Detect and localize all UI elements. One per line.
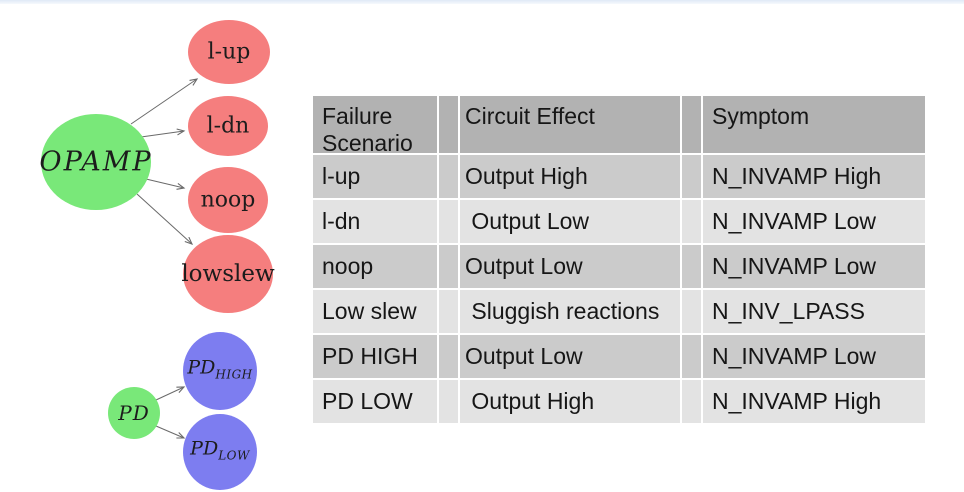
cell-effect: Output Low [460, 200, 680, 243]
cell-spacer [439, 335, 458, 378]
arrow-opamp-to-lup [130, 78, 199, 125]
noop-label: noop [200, 187, 256, 213]
header-symptom: Symptom [703, 96, 925, 153]
cell-spacer [439, 290, 458, 333]
cell-spacer [682, 290, 701, 333]
pdhigh-label-sub: HIGH [215, 367, 253, 382]
cell-symptom: N_INVAMP Low [703, 335, 925, 378]
cell-spacer [439, 155, 458, 198]
pdlow-node [183, 414, 257, 490]
pd-root-node [108, 387, 160, 439]
cell-symptom: N_INVAMP Low [703, 200, 925, 243]
pd-root-label: PD [118, 401, 150, 425]
cell-effect: Sluggish reactions [460, 290, 680, 333]
header-spacer-1 [439, 96, 458, 153]
ldn-node [188, 96, 268, 156]
header-spacer-2 [682, 96, 701, 153]
cell-scenario: Low slew [313, 290, 437, 333]
top-window-edge [0, 0, 964, 4]
cell-spacer [682, 200, 701, 243]
cell-spacer [439, 245, 458, 288]
opamp-root-label: OPAMP [39, 146, 153, 178]
cell-effect: Output High [460, 380, 680, 423]
pdlow-label-sub: LOW [218, 448, 250, 463]
header-circuit-effect: Circuit Effect [460, 96, 680, 153]
failure-symptom-table: Failure Scenario Circuit Effect Symptom … [313, 96, 925, 423]
arrow-opamp-to-ldn [140, 128, 186, 138]
header-failure-scenario: Failure Scenario [313, 96, 437, 153]
cell-effect: Output Low [460, 245, 680, 288]
cell-spacer [439, 200, 458, 243]
pdhigh-label-main: PD [187, 356, 216, 379]
pdlow-label: PDLOW [190, 438, 250, 463]
cell-symptom: N_INVAMP High [703, 380, 925, 423]
cell-spacer [682, 335, 701, 378]
arrow-opamp-to-noop [145, 178, 186, 190]
lup-node [188, 20, 270, 84]
cell-effect: Output Low [460, 335, 680, 378]
cell-spacer [682, 155, 701, 198]
cell-spacer [682, 380, 701, 423]
cell-symptom: N_INV_LPASS [703, 290, 925, 333]
pdhigh-node [183, 332, 257, 410]
cell-scenario: PD LOW [313, 380, 437, 423]
ldn-label: l-dn [206, 113, 250, 139]
pdlow-label-main: PD [190, 437, 219, 460]
noop-node [188, 167, 268, 233]
cell-spacer [439, 380, 458, 423]
cell-spacer [682, 245, 701, 288]
arrow-pd-to-pdlow [155, 425, 186, 439]
cell-scenario: l-up [313, 155, 437, 198]
cell-scenario: PD HIGH [313, 335, 437, 378]
lowslew-node [183, 235, 273, 313]
arrow-pd-to-pdhigh [155, 386, 186, 401]
lup-label: l-up [207, 39, 251, 65]
lowslew-label: lowslew [181, 261, 275, 287]
cell-effect: Output High [460, 155, 680, 198]
cell-scenario: noop [313, 245, 437, 288]
cell-scenario: l-dn [313, 200, 437, 243]
arrow-opamp-to-lowslew [136, 193, 194, 245]
opamp-root-node [41, 114, 151, 210]
cell-symptom: N_INVAMP High [703, 155, 925, 198]
pdhigh-label: PDHIGH [187, 357, 252, 382]
cell-symptom: N_INVAMP Low [703, 245, 925, 288]
